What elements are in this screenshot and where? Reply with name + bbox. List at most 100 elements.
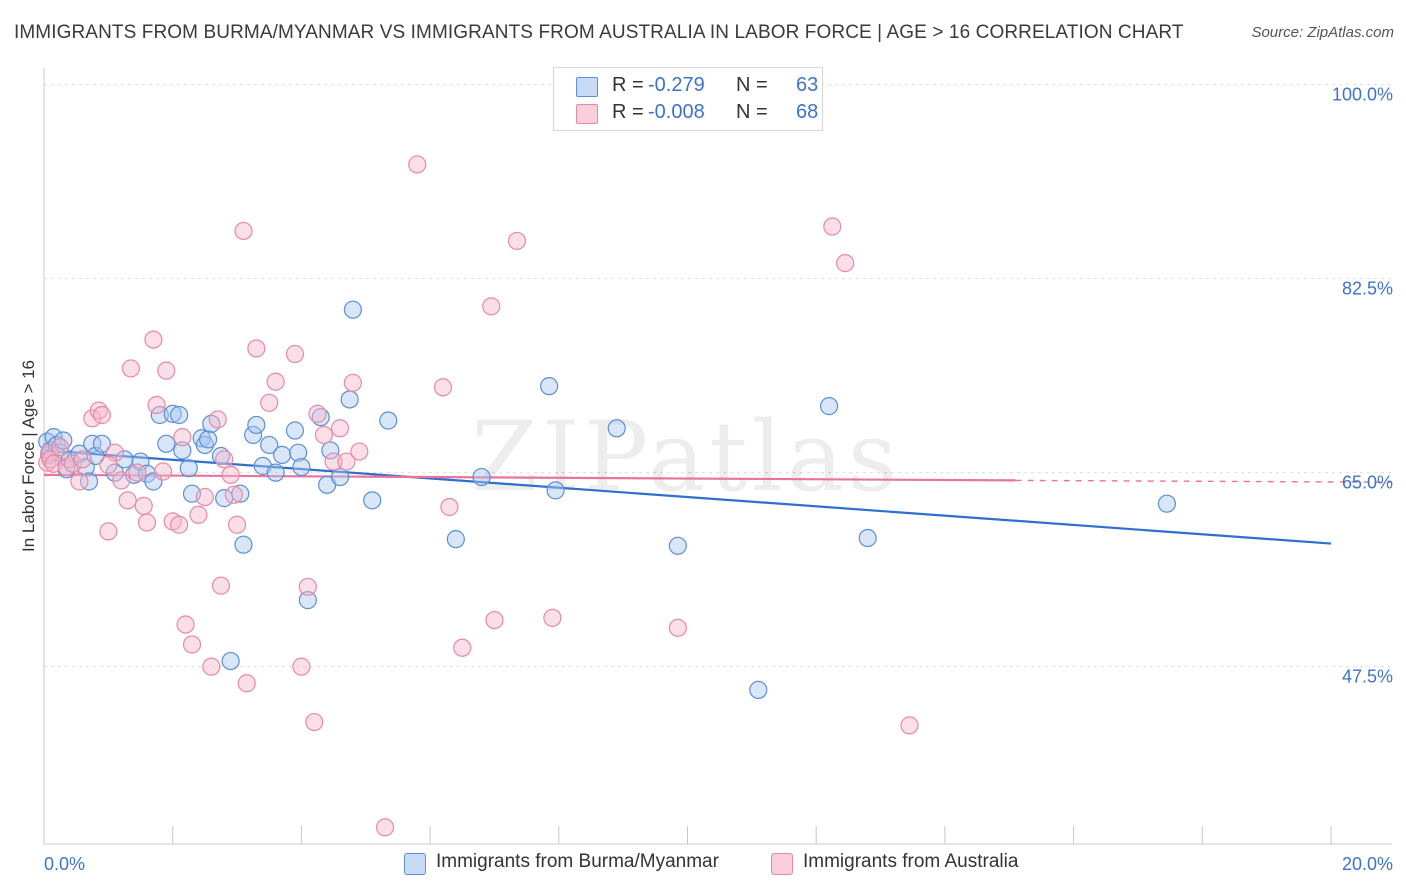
data-point [343,300,362,319]
legend-n-value: 68 [796,101,819,123]
legend-r-label: R = [612,74,644,96]
data-point [446,530,465,549]
data-point [330,419,350,438]
data-point [128,463,147,482]
data-point [350,442,369,461]
data-point [215,450,234,469]
data-point [157,361,176,380]
legend-swatch-blue [576,77,598,97]
data-points [38,155,1177,837]
data-point [157,434,176,453]
data-point [472,467,491,487]
bottom-legend-label: Immigrants from Australia [803,851,1019,872]
legend-r-value: -0.008 [648,101,705,123]
watermark: ZIPatlas [471,401,901,513]
data-point [211,576,231,595]
legend-r-label: R = [612,101,644,123]
data-point [266,372,285,391]
data-point [40,443,59,462]
data-point [540,377,559,396]
data-point [823,217,842,236]
data-point [607,419,626,438]
data-point [221,651,240,671]
data-point [99,455,118,474]
data-point [234,535,253,554]
data-point [137,513,157,532]
data-point [144,330,163,349]
data-point [433,378,453,397]
source-label: Source: ZipAtlas.com [1251,24,1394,41]
data-point [330,467,350,487]
bottom-legend-swatch-pink [771,853,793,875]
data-point [453,638,472,657]
data-point [343,373,362,392]
trend-line-extension [1015,479,1393,483]
data-point [314,425,334,445]
legend-r-value: -0.279 [648,74,705,96]
data-point [227,515,247,534]
data-point [50,438,70,457]
data-point [173,428,192,447]
data-point [221,465,240,484]
data-point [260,393,279,412]
data-point [99,522,118,541]
data-point [176,615,195,634]
data-point [836,254,855,273]
data-point [340,390,359,409]
data-point [118,491,137,510]
grid-lines [44,84,1392,668]
trend-line [43,473,1016,482]
data-point [211,446,231,466]
data-point [440,497,459,517]
data-point [198,430,218,449]
data-point [482,297,501,316]
data-point [379,411,398,430]
data-point [231,484,250,503]
data-point [285,344,305,364]
data-point [819,397,839,416]
legend-n-label: N = [736,74,768,96]
data-point [224,485,243,504]
data-point [1157,494,1177,513]
data-point [298,591,317,610]
data-point [79,472,99,491]
data-point [234,221,253,241]
trend-line [43,449,1332,545]
data-point [285,421,305,440]
data-point [858,528,877,548]
x-tick-label: 20.0% [1342,854,1393,874]
data-point [308,404,327,423]
data-point [237,674,256,693]
data-point [63,454,83,473]
data-point [292,657,311,676]
data-point [266,463,285,482]
data-point [546,481,565,500]
data-point [150,405,169,425]
bottom-legend-swatch-blue [404,853,426,875]
correlation-legend: R = -0.279 N = 63 R = -0.008 N = 68 [553,67,823,131]
data-point [147,395,166,415]
data-point [189,505,208,524]
y-tick-label: 82.5% [1342,279,1393,299]
data-point [324,452,343,471]
data-point [337,452,356,471]
data-point [70,472,89,491]
data-point [92,405,112,425]
data-point [272,445,292,464]
data-point [202,657,221,676]
data-point [668,618,687,637]
data-point [900,716,919,735]
chart-title: IMMIGRANTS FROM BURMA/MYANMAR VS IMMIGRA… [14,22,1184,43]
y-tick-label: 47.5% [1342,667,1393,687]
data-point [247,415,266,435]
data-point [153,462,173,481]
data-point [73,450,92,469]
data-point [92,434,112,453]
data-point [182,635,202,654]
data-point [170,405,189,425]
data-point [408,155,427,174]
legend-swatch-pink [576,104,598,124]
bottom-legend-label: Immigrants from Burma/Myanmar [436,851,719,872]
y-tick-label: 100.0% [1332,85,1393,105]
